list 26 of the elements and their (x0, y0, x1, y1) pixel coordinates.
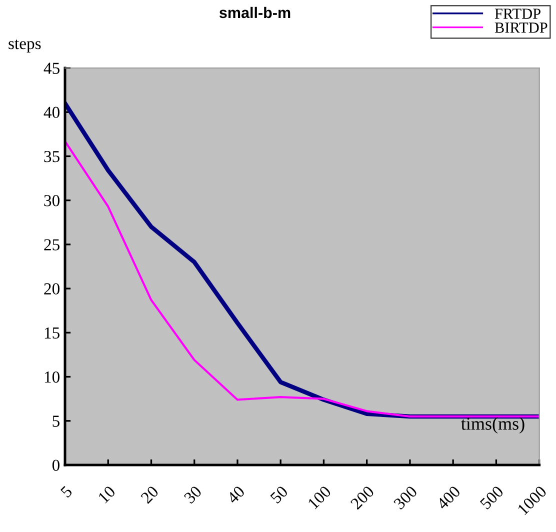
y-tick-label: 45 (44, 62, 60, 74)
y-tick-label: 30 (44, 195, 60, 206)
x-tick-label: 50 (270, 485, 288, 504)
legend-label: BIRTDP (494, 22, 548, 33)
x-tick-label: 500 (480, 485, 504, 510)
y-tick-label: 5 (52, 416, 60, 427)
y-tick-label: 10 (44, 371, 60, 383)
annotation: tims(ms) (461, 417, 524, 434)
x-tick-label: 100 (307, 485, 332, 510)
y-tick-label: 35 (44, 150, 60, 162)
x-tick-label: 200 (350, 485, 375, 510)
x-tick-label: 10 (98, 485, 116, 504)
legend-label: FRTDP (494, 8, 540, 19)
chart-title: small-b-m (219, 6, 290, 18)
y-axis-title: steps (8, 40, 41, 53)
y-tick-label: 25 (44, 239, 60, 250)
y-tick-label: 0 (52, 460, 60, 471)
y-tick-label: 15 (44, 327, 60, 339)
y-tick-label: 40 (44, 106, 60, 118)
x-tick-label: 30 (183, 485, 202, 504)
x-tick-label: 5 (60, 485, 73, 498)
x-tick-label: 400 (436, 485, 461, 510)
y-tick-label: 20 (44, 283, 60, 294)
x-tick-label: 40 (226, 485, 246, 504)
x-tick-label: 20 (140, 485, 160, 504)
x-tick-label: 300 (393, 485, 418, 510)
